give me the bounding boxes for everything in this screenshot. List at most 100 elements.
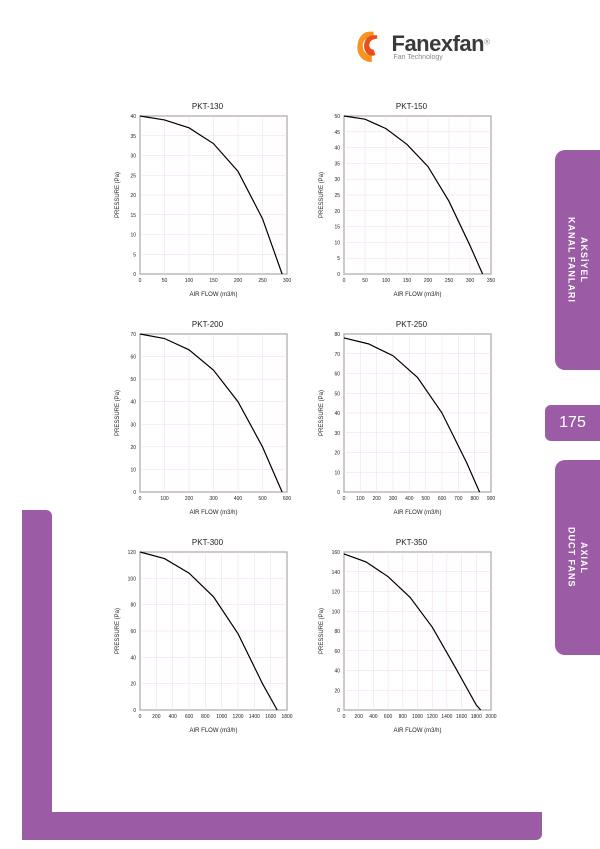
svg-text:100: 100 [185,278,194,284]
svg-text:5: 5 [133,252,136,258]
svg-text:600: 600 [384,714,393,720]
svg-text:50: 50 [162,278,168,284]
side-tab-english-line1: AXIAL [579,542,589,574]
brand-name: Fanexfan [392,31,485,56]
svg-text:20: 20 [334,688,340,694]
svg-text:60: 60 [130,355,136,361]
svg-text:50: 50 [362,278,368,284]
svg-text:40: 40 [130,655,136,661]
chart-pkt-250: PKT-250010020030040050060070080090001020… [314,318,499,518]
svg-text:PKT-300: PKT-300 [192,538,224,547]
svg-text:PRESSURE (Pa): PRESSURE (Pa) [115,390,121,436]
svg-text:PRESSURE (Pa): PRESSURE (Pa) [115,172,121,218]
svg-text:0: 0 [133,272,136,278]
svg-text:80: 80 [334,629,340,635]
svg-text:35: 35 [130,134,136,140]
svg-text:200: 200 [185,496,194,502]
chart-pkt-300: PKT-300020040060080010001200140016001800… [110,536,295,736]
svg-text:0: 0 [343,714,346,720]
charts-grid: PKT-130050100150200250300051015202530354… [110,100,500,736]
svg-text:15: 15 [130,213,136,219]
svg-text:0: 0 [139,714,142,720]
svg-text:200: 200 [234,278,243,284]
svg-text:600: 600 [438,496,447,502]
side-tab-turkish-line2: KANAL FANLARI [567,217,577,303]
svg-text:200: 200 [372,496,381,502]
svg-text:800: 800 [470,496,479,502]
svg-text:PKT-200: PKT-200 [192,320,224,329]
svg-text:PRESSURE (Pa): PRESSURE (Pa) [319,390,325,436]
chart-pkt-350: PKT-350020040060080010001200140016001800… [314,536,499,736]
svg-text:70: 70 [130,332,136,338]
svg-text:30: 30 [334,431,340,437]
svg-text:400: 400 [369,714,378,720]
registered-mark: ® [484,38,490,47]
svg-text:1800: 1800 [471,714,482,720]
svg-text:200: 200 [424,278,433,284]
svg-text:2000: 2000 [485,714,496,720]
svg-text:15: 15 [334,225,340,231]
svg-text:20: 20 [130,682,136,688]
svg-text:25: 25 [334,193,340,199]
svg-text:60: 60 [130,629,136,635]
svg-text:900: 900 [487,496,496,502]
svg-text:35: 35 [334,161,340,167]
svg-text:PKT-130: PKT-130 [192,102,224,111]
decorative-bracket [0,510,95,840]
svg-text:800: 800 [399,714,408,720]
svg-text:10: 10 [130,467,136,473]
svg-text:0: 0 [343,278,346,284]
svg-text:20: 20 [334,209,340,215]
side-tab-turkish-line1: AKSİYEL [579,237,589,283]
brand-logo: Fanexfan® Fan Technology [352,28,491,64]
svg-text:1000: 1000 [216,714,227,720]
side-tab-english-line2: DUCT FANS [567,527,577,588]
svg-text:50: 50 [130,377,136,383]
svg-text:600: 600 [185,714,194,720]
svg-text:30: 30 [130,154,136,160]
svg-text:40: 40 [334,669,340,675]
svg-text:100: 100 [128,576,137,582]
fan-logo-icon [352,28,388,64]
svg-text:20: 20 [334,451,340,457]
svg-text:400: 400 [405,496,414,502]
svg-text:1200: 1200 [232,714,243,720]
svg-text:120: 120 [128,550,137,556]
svg-text:40: 40 [130,114,136,120]
svg-text:AIR FLOW (m3/h): AIR FLOW (m3/h) [393,510,441,516]
svg-text:500: 500 [421,496,430,502]
svg-text:120: 120 [332,590,341,596]
svg-text:500: 500 [258,496,267,502]
svg-text:0: 0 [337,490,340,496]
svg-text:100: 100 [160,496,169,502]
svg-text:30: 30 [334,177,340,183]
svg-text:300: 300 [389,496,398,502]
svg-text:100: 100 [382,278,391,284]
chart-pkt-130: PKT-130050100150200250300051015202530354… [110,100,295,300]
svg-text:60: 60 [334,372,340,378]
svg-text:0: 0 [139,496,142,502]
svg-text:250: 250 [445,278,454,284]
svg-text:800: 800 [201,714,210,720]
svg-text:400: 400 [168,714,177,720]
svg-text:300: 300 [209,496,218,502]
svg-text:80: 80 [334,332,340,338]
svg-text:45: 45 [334,130,340,136]
svg-text:40: 40 [334,411,340,417]
svg-text:PRESSURE (Pa): PRESSURE (Pa) [319,608,325,654]
svg-text:250: 250 [258,278,267,284]
svg-text:200: 200 [355,714,364,720]
svg-text:20: 20 [130,445,136,451]
svg-text:30: 30 [130,422,136,428]
chart-pkt-200: PKT-200010020030040050060001020304050607… [110,318,295,518]
svg-text:40: 40 [334,146,340,152]
svg-text:150: 150 [403,278,412,284]
svg-text:20: 20 [130,193,136,199]
svg-text:80: 80 [130,603,136,609]
svg-text:PKT-150: PKT-150 [396,102,428,111]
svg-text:50: 50 [334,391,340,397]
svg-text:70: 70 [334,352,340,358]
svg-text:200: 200 [152,714,161,720]
svg-text:AIR FLOW (m3/h): AIR FLOW (m3/h) [393,292,441,298]
svg-text:AIR FLOW (m3/h): AIR FLOW (m3/h) [189,728,237,734]
